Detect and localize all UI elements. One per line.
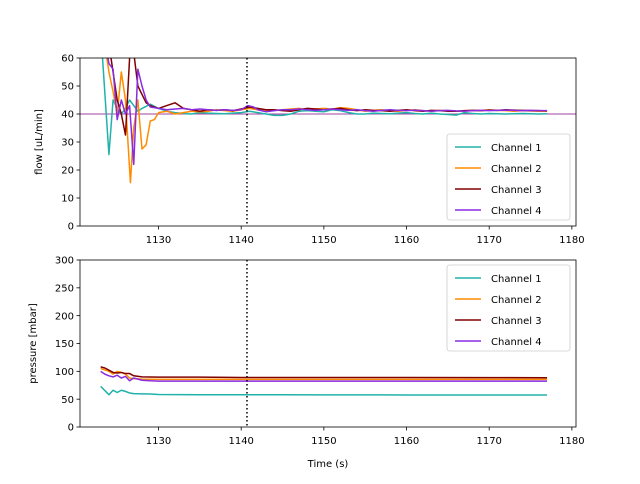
legend-label-1: Channel 1	[491, 274, 542, 285]
x-tick-label: 1160	[394, 235, 419, 246]
y-axis-label: flow [uL/min]	[34, 109, 45, 175]
y-tick-label: 100	[55, 367, 74, 378]
y-tick-label: 200	[55, 311, 74, 322]
x-tick-label: 1140	[228, 235, 253, 246]
series-line-4	[100, 370, 548, 382]
legend: Channel 1 Channel 2 Channel 3 Channel 4	[446, 133, 571, 221]
y-tick-label: 40	[61, 110, 74, 121]
y-tick-label: 20	[61, 166, 74, 177]
legend-label-4: Channel 4	[491, 206, 542, 217]
x-tick-label: 1160	[394, 436, 419, 447]
x-tick-label: 1150	[311, 436, 336, 447]
legend-label-3: Channel 3	[491, 185, 542, 196]
x-tick-label: 1140	[228, 436, 253, 447]
legend-box	[446, 133, 571, 221]
legend-label-4: Channel 4	[491, 337, 542, 348]
x-tick-label: 1180	[559, 235, 584, 246]
chart-panel-2: 1130 1140 1150 1160 1170 1180 0 50 100 150 200 250 3…	[28, 256, 585, 470]
plot-area	[100, 260, 548, 427]
plot-area	[80, 58, 576, 226]
legend-label-2: Channel 2	[491, 164, 542, 175]
legend-label-2: Channel 2	[491, 295, 542, 306]
y-tick-label: 50	[61, 395, 74, 406]
y-tick-label: 30	[61, 138, 74, 149]
legend-label-1: Channel 1	[491, 143, 542, 154]
y-tick-label: 0	[68, 423, 74, 434]
legend-box	[446, 264, 571, 352]
chart-panel-1: 1130 1140 1150 1160 1170 1180 0 10 20 30 40 50 60 flo…	[34, 54, 585, 246]
y-tick-label: 60	[61, 54, 74, 65]
x-tick-label: 1130	[146, 436, 171, 447]
series-line-1	[101, 58, 548, 156]
series-line-4	[107, 58, 548, 166]
series-line-1	[100, 385, 548, 396]
legend: Channel 1 Channel 2 Channel 3 Channel 4	[446, 264, 571, 352]
x-axis-label: Time (s)	[307, 459, 349, 470]
x-tick-label: 1150	[311, 235, 336, 246]
y-tick-label: 300	[55, 256, 74, 267]
y-tick-label: 250	[55, 283, 74, 294]
legend-label-3: Channel 3	[491, 316, 542, 327]
y-tick-label: 50	[61, 82, 74, 93]
y-tick-label: 0	[68, 222, 74, 233]
x-tick-label: 1170	[476, 235, 501, 246]
x-tick-label: 1130	[146, 235, 171, 246]
y-tick-label: 150	[55, 339, 74, 350]
series-line-3	[100, 366, 548, 379]
x-tick-label: 1180	[559, 436, 584, 447]
y-tick-label: 10	[61, 194, 74, 205]
y-axis-label: pressure [mbar]	[28, 303, 39, 384]
x-tick-label: 1170	[476, 436, 501, 447]
